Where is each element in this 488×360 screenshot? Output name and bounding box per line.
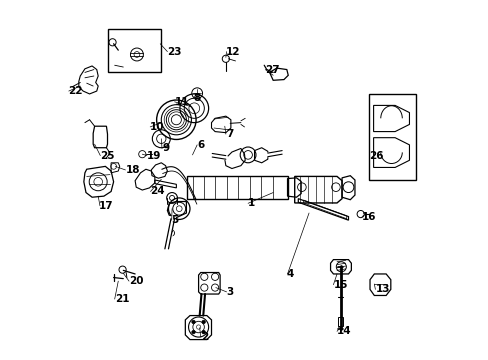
Text: 21: 21 [115, 294, 129, 304]
Text: 1: 1 [247, 198, 254, 208]
Text: 9: 9 [162, 143, 169, 153]
Text: 15: 15 [333, 280, 347, 290]
Text: 5: 5 [171, 215, 178, 225]
Bar [368, 94, 415, 180]
Circle shape [191, 330, 195, 334]
Text: 11: 11 [174, 97, 189, 107]
Text: 17: 17 [99, 201, 114, 211]
Circle shape [202, 320, 205, 324]
Text: 26: 26 [368, 150, 383, 161]
Text: 27: 27 [265, 64, 279, 75]
Bar [338, 318, 343, 326]
Text: 12: 12 [225, 46, 240, 57]
Text: 7: 7 [225, 129, 233, 139]
Text: 16: 16 [362, 212, 376, 221]
Circle shape [202, 330, 205, 334]
Bar [187, 176, 287, 199]
Text: 24: 24 [150, 186, 165, 197]
Text: 2: 2 [201, 332, 207, 342]
Text: 14: 14 [336, 326, 351, 336]
Text: 22: 22 [68, 86, 82, 96]
Text: 4: 4 [286, 269, 294, 279]
Text: 8: 8 [193, 93, 201, 103]
Text: 19: 19 [147, 150, 161, 161]
Text: 23: 23 [167, 46, 182, 57]
Bar [107, 30, 160, 72]
Text: 3: 3 [225, 287, 233, 297]
Text: 10: 10 [149, 122, 163, 132]
Text: 20: 20 [129, 276, 143, 286]
Circle shape [191, 320, 195, 324]
Text: 13: 13 [375, 284, 389, 294]
Text: 18: 18 [125, 165, 140, 175]
Text: 6: 6 [197, 140, 204, 150]
Text: 25: 25 [100, 150, 115, 161]
